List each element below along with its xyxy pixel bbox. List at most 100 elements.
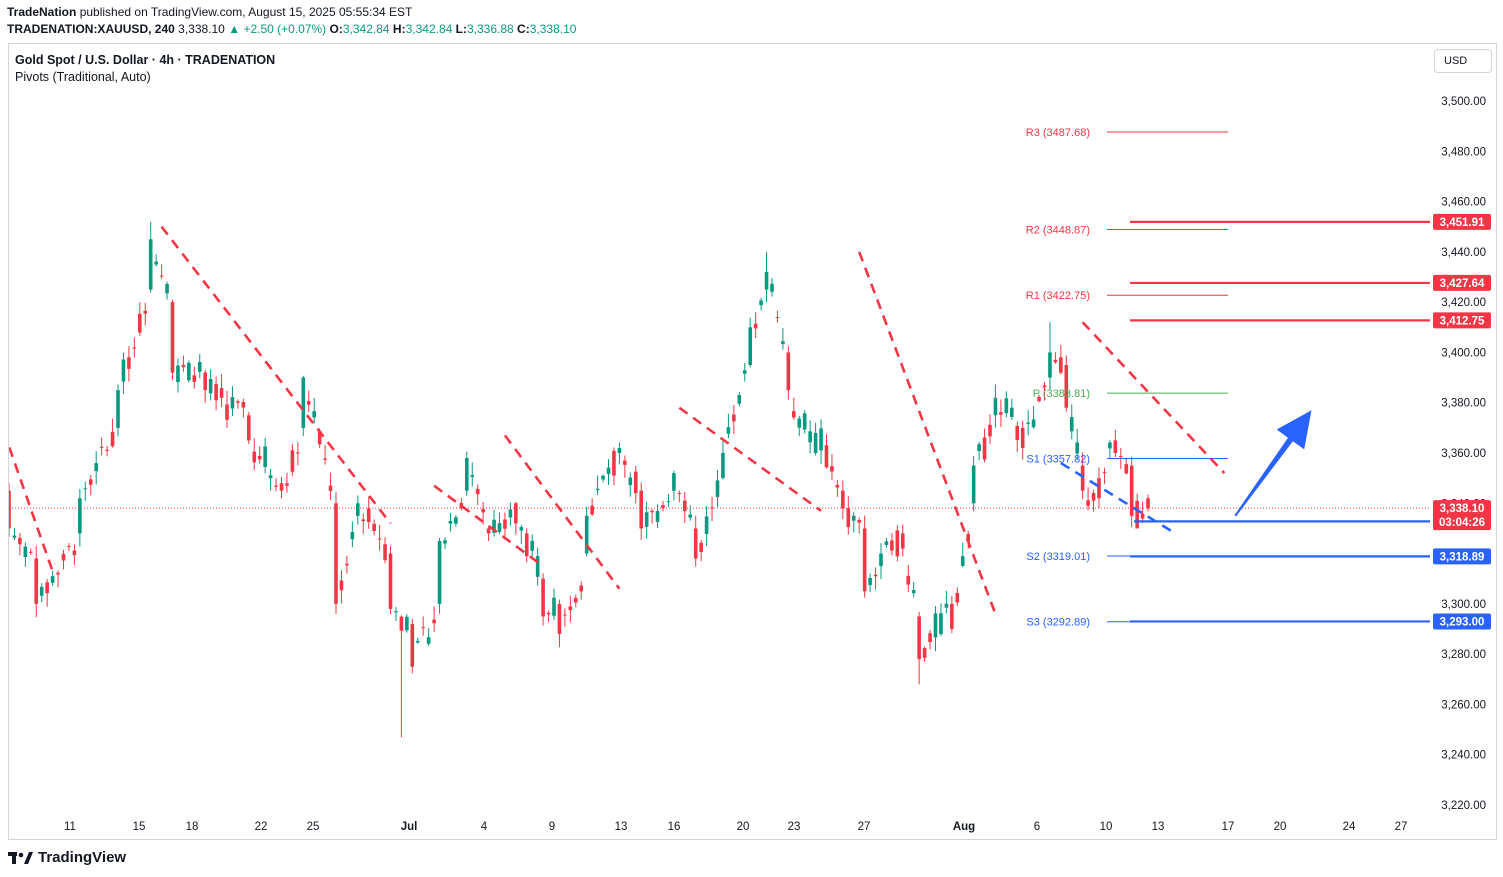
candle-body[interactable] <box>999 412 1003 415</box>
candle-body[interactable] <box>492 519 496 533</box>
trendline-support[interactable] <box>1060 461 1176 535</box>
candle-body[interactable] <box>917 616 921 660</box>
candle-body[interactable] <box>802 413 807 430</box>
candle-body[interactable] <box>759 300 763 306</box>
candle-body[interactable] <box>797 418 802 428</box>
candle-body[interactable] <box>394 611 398 613</box>
candle-body[interactable] <box>661 505 665 508</box>
candle-body[interactable] <box>34 558 39 604</box>
candle-body[interactable] <box>906 575 911 585</box>
candle-body[interactable] <box>650 510 654 513</box>
bullish-arrow-icon[interactable] <box>1234 410 1312 517</box>
trendline-resistance[interactable] <box>0 415 54 572</box>
candle-body[interactable] <box>764 271 769 290</box>
candle-body[interactable] <box>514 503 518 524</box>
candle-body[interactable] <box>792 411 796 418</box>
candle-body[interactable] <box>595 488 600 491</box>
candle-body[interactable] <box>78 498 82 534</box>
candle-body[interactable] <box>1069 417 1074 432</box>
candle-body[interactable] <box>448 520 453 524</box>
candle-body[interactable] <box>1129 465 1134 516</box>
candle-body[interactable] <box>356 503 360 516</box>
candle-body[interactable] <box>127 357 131 369</box>
candle-body[interactable] <box>339 580 344 591</box>
candle-body[interactable] <box>868 577 872 586</box>
candle-body[interactable] <box>911 589 916 594</box>
candle-body[interactable] <box>950 603 954 629</box>
candle-body[interactable] <box>1010 407 1014 417</box>
candle-body[interactable] <box>546 612 551 615</box>
candle-body[interactable] <box>666 501 671 503</box>
candle-body[interactable] <box>508 509 513 518</box>
candle-body[interactable] <box>535 556 540 577</box>
candle-body[interactable] <box>563 614 567 616</box>
candle-body[interactable] <box>415 640 420 643</box>
candle-body[interactable] <box>726 427 731 434</box>
candle-body[interactable] <box>1004 398 1009 414</box>
candle-body[interactable] <box>263 446 267 468</box>
candle-body[interactable] <box>214 384 218 401</box>
candle-body[interactable] <box>138 313 142 333</box>
trendline-resistance[interactable] <box>160 225 392 525</box>
candle-body[interactable] <box>285 483 289 486</box>
candle-body[interactable] <box>879 553 883 567</box>
candle-body[interactable] <box>88 479 93 485</box>
candle-body[interactable] <box>105 449 109 451</box>
candle-body[interactable] <box>1075 442 1079 454</box>
candle-body[interactable] <box>623 460 627 465</box>
candle-body[interactable] <box>873 574 878 577</box>
candle-body[interactable] <box>377 538 382 540</box>
candle-body[interactable] <box>366 508 371 522</box>
candle-body[interactable] <box>939 613 943 635</box>
candle-body[interactable] <box>486 528 491 534</box>
candle-body[interactable] <box>742 370 747 374</box>
candle-body[interactable] <box>835 484 840 488</box>
candle-body[interactable] <box>524 533 529 557</box>
candle-body[interactable] <box>890 540 894 551</box>
candle-body[interactable] <box>1086 500 1090 506</box>
candle-body[interactable] <box>203 372 207 391</box>
candle-body[interactable] <box>257 455 262 460</box>
candle-body[interactable] <box>405 616 409 631</box>
candle-body[interactable] <box>208 379 213 394</box>
candle-body[interactable] <box>236 401 240 403</box>
candle-body[interactable] <box>748 327 752 365</box>
candle-body[interactable] <box>443 540 447 544</box>
candle-body[interactable] <box>633 471 638 494</box>
candle-body[interactable] <box>225 404 229 420</box>
candle-body[interactable] <box>770 283 774 292</box>
candle-body[interactable] <box>410 623 415 667</box>
candle-body[interactable] <box>465 458 469 491</box>
candle-body[interactable] <box>176 365 180 383</box>
candle-body[interactable] <box>361 519 366 522</box>
candle-body[interactable] <box>121 359 126 382</box>
candle-body[interactable] <box>301 377 306 428</box>
candle-body[interactable] <box>519 527 524 531</box>
candle-body[interactable] <box>1031 419 1036 428</box>
candle-body[interactable] <box>1080 465 1085 491</box>
candle-body[interactable] <box>1124 464 1129 474</box>
candle-body[interactable] <box>1015 425 1020 441</box>
candle-body[interactable] <box>334 503 338 604</box>
trendline-resistance[interactable] <box>1081 321 1226 475</box>
candle-body[interactable] <box>579 585 584 592</box>
candle-body[interactable] <box>721 453 725 479</box>
candle-body[interactable] <box>1020 427 1025 448</box>
candle-body[interactable] <box>23 546 28 558</box>
candle-body[interactable] <box>29 551 33 553</box>
candle-body[interactable] <box>12 535 17 538</box>
candle-body[interactable] <box>132 347 137 349</box>
candle-body[interactable] <box>110 431 115 447</box>
candle-body[interactable] <box>699 542 703 553</box>
candle-body[interactable] <box>639 490 643 529</box>
trendline-resistance[interactable] <box>433 484 544 568</box>
candle-body[interactable] <box>165 284 169 294</box>
candle-body[interactable] <box>56 572 60 575</box>
candle-body[interactable] <box>606 467 611 474</box>
candle-body[interactable] <box>1048 352 1052 378</box>
candle-body[interactable] <box>459 503 464 509</box>
candle-body[interactable] <box>781 341 785 344</box>
candle-body[interactable] <box>1091 493 1096 501</box>
candle-body[interactable] <box>1135 500 1139 529</box>
